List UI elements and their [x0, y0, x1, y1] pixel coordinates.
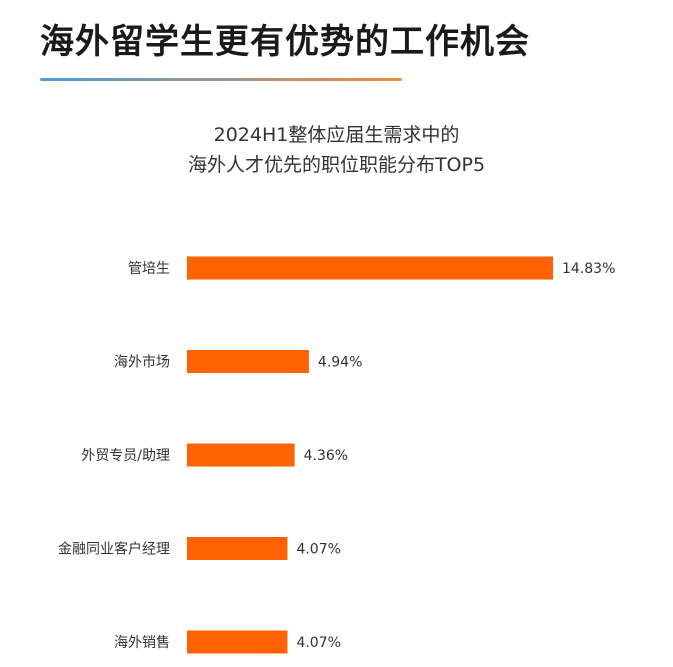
bar-3 — [187, 537, 288, 560]
chart-title-line-2: 海外人才优先的职位职能分布TOP5 — [187, 154, 486, 176]
bar-0 — [187, 256, 553, 280]
category-label-2: 外贸专员/助理 — [81, 448, 170, 464]
category-label-1: 海外市场 — [114, 354, 170, 371]
title-underline — [40, 78, 402, 81]
page-title: 海外留学生更有优势的工作机会 — [40, 22, 530, 62]
chart-title-line-1: 2024H1整体应届生需求中的 — [213, 124, 460, 146]
value-label-0: 14.83% — [562, 261, 615, 277]
bar-1 — [187, 350, 309, 373]
bar-4 — [187, 630, 288, 654]
value-label-3: 4.07% — [296, 542, 340, 558]
bar-2 — [187, 443, 295, 467]
category-label-3: 金融同业客户经理 — [58, 541, 170, 558]
category-label-0: 管培生 — [128, 261, 170, 277]
value-label-2: 4.36% — [304, 448, 348, 464]
category-label-4: 海外销售 — [114, 635, 170, 651]
value-label-4: 4.07% — [296, 635, 340, 651]
value-label-1: 4.94% — [318, 355, 362, 371]
